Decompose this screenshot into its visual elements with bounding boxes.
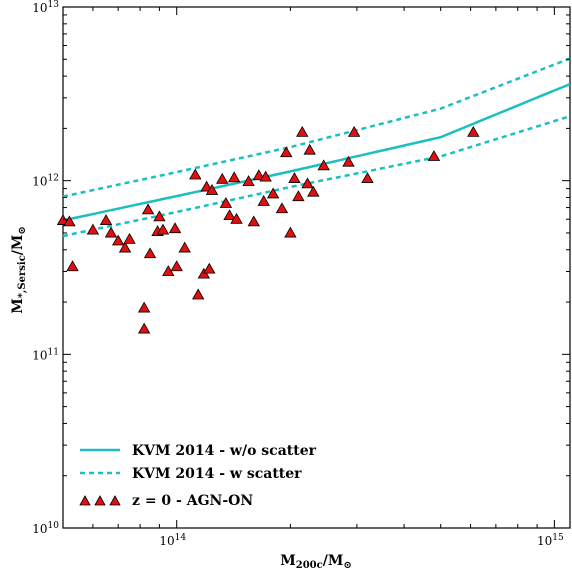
plot-frame xyxy=(62,6,571,529)
data-point xyxy=(280,146,293,158)
plot-area xyxy=(62,6,571,529)
data-point xyxy=(123,232,136,244)
data-point xyxy=(178,241,191,253)
data-point xyxy=(266,187,280,199)
data-point xyxy=(141,203,155,215)
data-point xyxy=(288,172,301,183)
legend-swatch-markers xyxy=(79,495,121,506)
data-point xyxy=(118,241,132,253)
data-point xyxy=(153,210,166,222)
y-axis-label: M*,Sersic/M⊙ xyxy=(10,226,28,314)
data-point xyxy=(156,223,170,235)
data-point xyxy=(467,125,480,137)
data-point xyxy=(317,159,330,171)
svg-text:M200c/M⊙: M200c/M⊙ xyxy=(280,553,351,571)
legend-label-solid: KVM 2014 - w/o scatter xyxy=(132,443,317,459)
data-point xyxy=(203,262,216,274)
data-point xyxy=(292,190,305,202)
data-point xyxy=(275,202,289,214)
legend-label-markers: z = 0 - AGN-ON xyxy=(132,493,253,509)
data-point xyxy=(137,322,151,334)
data-point xyxy=(143,247,157,259)
data-point xyxy=(296,125,309,137)
y-tick-label: 1011 xyxy=(32,347,59,362)
legend: KVM 2014 - w/o scatter KVM 2014 - w scat… xyxy=(79,443,317,509)
data-point xyxy=(303,143,316,155)
data-point xyxy=(216,172,229,184)
data-point xyxy=(111,234,125,246)
data-point xyxy=(63,215,76,227)
data-point xyxy=(259,170,272,182)
data-point xyxy=(189,168,202,180)
x-axis-label: M200c/M⊙ xyxy=(280,553,351,571)
data-point xyxy=(242,175,255,186)
series-line-2 xyxy=(62,115,571,238)
data-point xyxy=(219,197,233,208)
data-point xyxy=(66,260,79,272)
data-point xyxy=(223,209,236,221)
data-point xyxy=(347,125,361,137)
data-point xyxy=(99,214,113,225)
lines-layer xyxy=(62,57,571,238)
data-point xyxy=(104,226,118,238)
data-point xyxy=(86,223,100,235)
data-point xyxy=(361,172,374,183)
data-point xyxy=(205,184,219,195)
legend-label-dashed: KVM 2014 - w scatter xyxy=(132,466,302,482)
y-tick-label: 1013 xyxy=(32,0,59,15)
data-point xyxy=(257,195,270,206)
data-point xyxy=(230,212,243,224)
y-tick-label: 1010 xyxy=(32,521,59,536)
x-tick-label: 1015 xyxy=(537,533,564,548)
data-point xyxy=(252,169,266,181)
data-point xyxy=(307,185,320,197)
data-point xyxy=(170,260,183,272)
series-line-0 xyxy=(62,82,571,222)
series-line-1 xyxy=(62,57,571,198)
data-point xyxy=(342,155,355,167)
data-point xyxy=(284,226,297,238)
data-point xyxy=(427,150,441,161)
data-point xyxy=(228,171,241,183)
ticks-layer: 1014 1015 1010 1011 1012 1013 xyxy=(32,0,570,548)
data-point xyxy=(301,177,314,189)
x-tick-label: 1014 xyxy=(159,533,186,548)
data-point xyxy=(168,222,182,234)
markers-layer xyxy=(56,125,480,334)
data-point xyxy=(247,215,260,227)
data-point xyxy=(137,301,151,313)
y-tick-label: 1012 xyxy=(32,174,59,189)
data-point xyxy=(191,288,205,300)
svg-text:M*,Sersic/M⊙: M*,Sersic/M⊙ xyxy=(10,226,28,314)
